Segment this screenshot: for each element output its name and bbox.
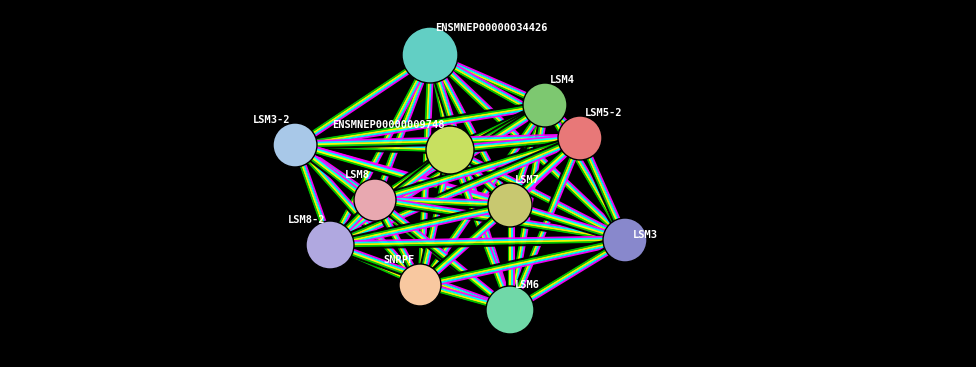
Circle shape xyxy=(273,123,317,167)
Text: SNRPF: SNRPF xyxy=(384,255,415,265)
Text: LSM4: LSM4 xyxy=(550,75,575,85)
Text: LSM8: LSM8 xyxy=(345,170,370,180)
Text: LSM3-2: LSM3-2 xyxy=(253,115,290,125)
Text: LSM5-2: LSM5-2 xyxy=(585,108,623,118)
Text: LSM7: LSM7 xyxy=(515,175,540,185)
Circle shape xyxy=(486,286,534,334)
Circle shape xyxy=(402,27,458,83)
Circle shape xyxy=(426,126,474,174)
Circle shape xyxy=(354,179,396,221)
Text: LSM6: LSM6 xyxy=(515,280,540,290)
Text: ENSMNEP00000034426: ENSMNEP00000034426 xyxy=(435,23,548,33)
Text: ENSMNEP00000009748: ENSMNEP00000009748 xyxy=(333,120,445,130)
Circle shape xyxy=(603,218,647,262)
Circle shape xyxy=(306,221,354,269)
Circle shape xyxy=(488,183,532,227)
Circle shape xyxy=(399,264,441,306)
Circle shape xyxy=(523,83,567,127)
Text: LSM3: LSM3 xyxy=(633,230,658,240)
Circle shape xyxy=(558,116,602,160)
Text: LSM8-2: LSM8-2 xyxy=(288,215,325,225)
